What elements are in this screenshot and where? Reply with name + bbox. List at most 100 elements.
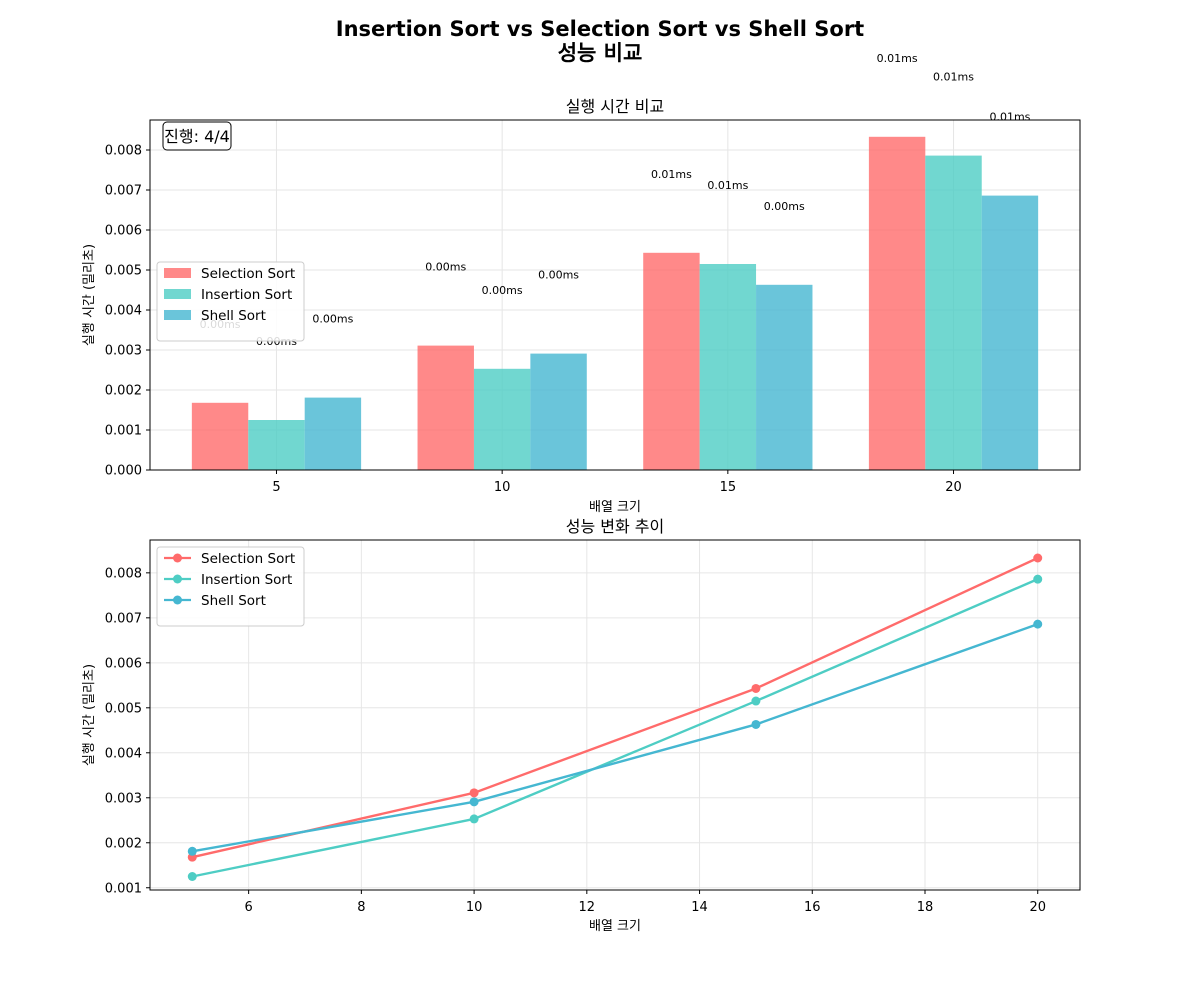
point-selection-sort-15 [751,683,761,693]
progress-annotation-text: 진행: 4/4 [164,127,230,146]
bar-x-tick-label-10: 10 [494,480,511,495]
point-selection-sort-10 [469,788,479,798]
line-chart-frame [149,539,1081,891]
bar-insertion-sort-15 [699,264,757,470]
line-y-tick-label: 0.005 [105,701,142,716]
bar-y-tick-label: 0.007 [105,184,142,199]
series-line-insertion-sort [192,578,1039,878]
legend-label-selection-sort: Selection Sort [201,551,295,567]
bar-chart-frame [149,119,1081,471]
line-y-tick-label: 0.002 [105,836,142,851]
line-chart-xlabel: 배열 크기 [589,919,641,934]
figure-title-line1: Insertion Sort vs Selection Sort vs Shel… [336,17,864,41]
bar-shell-sort-10 [530,353,587,470]
line-y-tick-label: 0.008 [105,566,142,581]
line-y-tick-label: 0.004 [105,746,142,761]
bar-y-tick-label: 0.001 [105,424,142,439]
line-y-tick-label: 0.001 [105,881,142,896]
bar-y-tick-label: 0.004 [105,304,142,319]
bar-chart-ylabel: 실행 시간 (밀리초) [81,244,97,346]
point-shell-sort-10 [469,797,479,807]
legend-box [156,546,305,627]
bar-chart-x-ticks: 5 10 15 20 [272,470,962,495]
bar-data-label-shell-sort-15: 0.00ms [764,200,805,213]
bar-chart-xlabel: 배열 크기 [589,500,641,515]
bar-data-label-selection-sort-10: 0.00ms [425,261,466,274]
bar-y-tick-label: 0.005 [105,264,142,279]
bar-shell-sort-5 [304,397,362,470]
bar-insertion-sort-10 [473,368,531,470]
bar-chart-title: 실행 시간 비교 [566,97,665,116]
point-shell-sort-20 [1033,619,1043,629]
line-chart-ylabel: 실행 시간 (밀리초) [81,664,97,766]
point-shell-sort-15 [751,719,761,729]
line-y-tick-label: 0.003 [105,791,142,806]
line-x-tick-label-12: 12 [579,900,596,915]
line-x-tick-label-16: 16 [804,900,821,915]
line-x-tick-label-10: 10 [466,900,483,915]
legend-marker-selection-sort [173,553,182,563]
bar-x-tick-label-5: 5 [272,480,280,495]
bar-insertion-sort-20 [925,155,982,470]
legend-label-insertion-sort: Insertion Sort [201,572,292,588]
bar-data-label-selection-sort-15: 0.01ms [651,168,692,181]
bar-y-tick-label: 0.008 [105,144,142,159]
bar-insertion-sort-5 [248,420,305,470]
point-insertion-sort-5 [187,872,197,882]
bar-data-label-shell-sort-5: 0.00ms [312,313,353,326]
legend-marker-insertion-sort [173,574,182,584]
series-line-selection-sort [192,556,1039,859]
line-chart-x-ticks: 6 8 10 12 14 16 18 20 [244,890,1046,915]
bar-chart: 실행 시간 비교 0.00ms 0.00ms 0.01ms 0.01ms 0.00ms 0… [81,52,1081,515]
legend-marker-shell-sort [173,595,182,605]
line-x-tick-label-6: 6 [244,900,252,915]
bar-y-tick-label: 0.002 [105,384,142,399]
bar-y-tick-label: 0.006 [105,224,142,239]
line-chart-legend: Selection Sort Insertion Sort Shell Sort [156,546,305,627]
bar-selection-sort-20 [868,136,926,471]
bar-x-tick-label-15: 15 [720,480,737,495]
point-insertion-sort-10 [469,814,479,824]
line-chart-y-ticks: 0.001 0.002 0.003 0.004 0.005 0.006 0.007 0.008 [105,566,150,896]
legend-swatch-insertion-sort [164,289,191,299]
bar-x-tick-label-20: 20 [945,480,962,495]
bar-data-label-shell-sort-10: 0.00ms [538,269,579,282]
legend-swatch-selection-sort [164,268,191,278]
bar-shell-sort-20 [981,195,1039,470]
legend-label-insertion-sort: Insertion Sort [201,287,292,303]
line-y-tick-label: 0.007 [105,611,142,626]
bar-chart-legend: Selection Sort Insertion Sort Shell Sort [156,261,305,342]
progress-annotation: 진행: 4/4 [162,121,232,151]
legend-swatch-shell-sort [164,310,191,320]
point-shell-sort-5 [187,846,197,856]
bar-y-tick-label: 0.000 [105,464,142,479]
point-selection-sort-20 [1033,553,1043,563]
bar-selection-sort-5 [191,402,249,470]
bar-y-tick-label: 0.003 [105,344,142,359]
bar-selection-sort-10 [417,345,474,470]
line-chart-series [187,553,1043,882]
line-x-tick-label-8: 8 [357,900,365,915]
bar-chart-y-ticks: 0.000 0.001 0.002 0.003 0.004 0.005 0.006 0.007… [105,144,150,479]
line-chart-title: 성능 변화 추이 [566,517,665,536]
legend-box [156,261,305,342]
bar-data-label-selection-sort-20: 0.01ms [877,52,918,65]
bar-data-label-shell-sort-20: 0.01ms [989,111,1030,124]
bar-shell-sort-15 [756,284,813,470]
bar-chart-bars [191,136,1039,471]
series-line-shell-sort [192,622,1039,853]
line-chart-grid [150,540,1080,890]
line-x-tick-label-14: 14 [691,900,708,915]
point-insertion-sort-15 [751,696,761,706]
bar-selection-sort-15 [643,252,700,470]
line-y-tick-label: 0.006 [105,656,142,671]
line-chart: 성능 변화 추이 6 8 10 12 14 16 18 20 0.0010.0020.0030… [81,517,1081,934]
progress-annotation-box [162,121,232,151]
bar-data-label-insertion-sort-20: 0.01ms [933,71,974,84]
figure-title-line2: 성능 비교 [558,41,643,65]
legend-label-selection-sort: Selection Sort [201,266,295,282]
legend-label-shell-sort: Shell Sort [201,308,266,324]
bar-data-label-insertion-sort-15: 0.01ms [707,179,748,192]
bar-data-label-insertion-sort-10: 0.00ms [482,284,523,297]
point-insertion-sort-20 [1033,574,1043,584]
